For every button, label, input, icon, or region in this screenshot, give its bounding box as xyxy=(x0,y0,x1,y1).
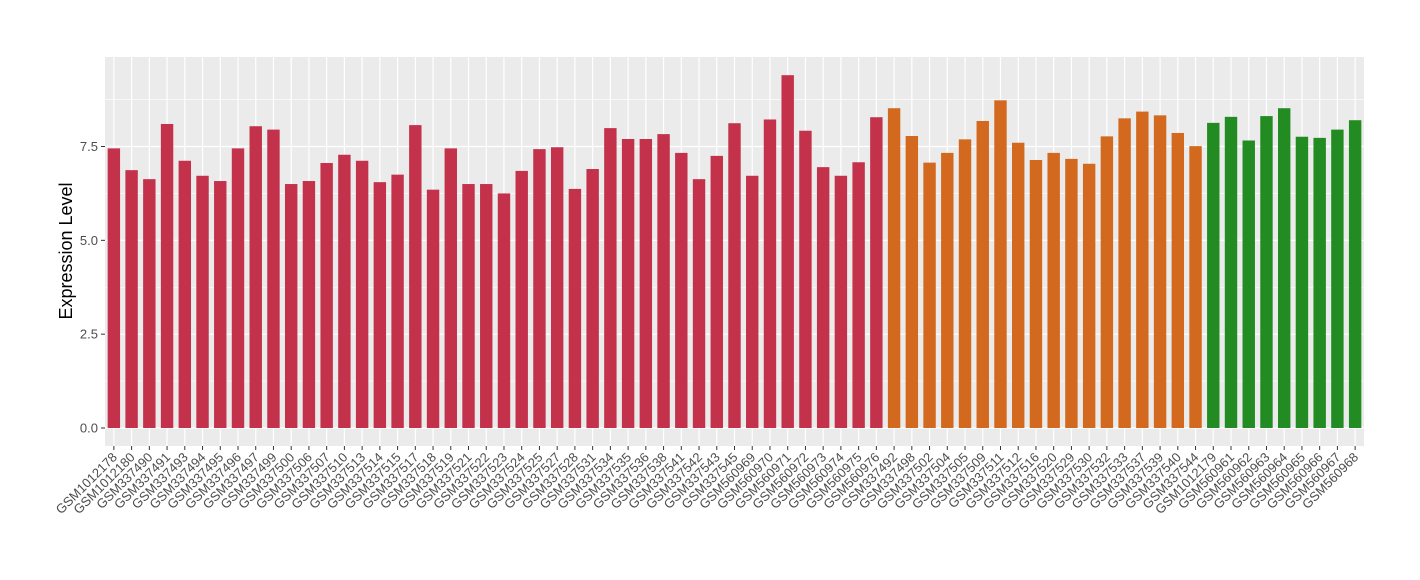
bar xyxy=(994,100,1007,429)
bar xyxy=(746,175,759,428)
bar xyxy=(107,148,121,429)
bar xyxy=(302,181,316,428)
bar xyxy=(586,169,599,428)
bar xyxy=(852,162,865,428)
bar xyxy=(409,125,422,428)
bar xyxy=(444,148,457,429)
bar xyxy=(1224,116,1238,428)
y-tick-label: 5.0 xyxy=(80,233,98,248)
bar xyxy=(1277,108,1291,428)
bar xyxy=(923,162,936,428)
bar xyxy=(799,130,812,428)
bar xyxy=(143,179,156,428)
bar xyxy=(462,184,475,428)
bar xyxy=(214,181,227,428)
bar xyxy=(284,184,298,428)
bar xyxy=(870,117,883,428)
bar xyxy=(1313,137,1326,428)
bar xyxy=(1189,146,1202,428)
bar xyxy=(1065,158,1078,429)
bar xyxy=(1348,120,1362,428)
bar xyxy=(178,160,192,428)
bar xyxy=(1295,136,1309,428)
bar xyxy=(1047,152,1060,428)
y-tick-label: 0.0 xyxy=(80,421,98,436)
bar xyxy=(196,175,209,428)
y-tick-label: 7.5 xyxy=(80,139,98,154)
bar xyxy=(763,119,777,428)
bar xyxy=(621,138,635,428)
bar xyxy=(692,179,706,428)
bar xyxy=(550,147,564,428)
bar xyxy=(816,167,830,429)
bar xyxy=(249,126,262,429)
bar xyxy=(391,174,404,428)
bar xyxy=(568,188,582,428)
bar xyxy=(604,128,617,428)
bar xyxy=(426,189,440,428)
bars xyxy=(107,75,1362,429)
bar xyxy=(1100,136,1114,428)
bar xyxy=(1171,132,1185,428)
bar xyxy=(1082,163,1096,429)
bar xyxy=(710,155,723,428)
bar xyxy=(639,138,653,428)
bar xyxy=(1207,122,1220,428)
bar xyxy=(1012,142,1025,428)
bar xyxy=(1029,160,1043,428)
bar xyxy=(1118,118,1131,428)
bar xyxy=(834,175,848,428)
bar xyxy=(497,193,511,428)
y-axis: 0.0 2.5 5.0 7.5 xyxy=(80,139,105,436)
bar xyxy=(480,184,493,428)
bar xyxy=(338,154,351,429)
bar xyxy=(941,152,954,428)
bar xyxy=(657,134,670,428)
bar xyxy=(1242,140,1255,428)
bar xyxy=(1136,111,1149,429)
y-tick-label: 2.5 xyxy=(80,327,98,342)
bar xyxy=(905,135,919,428)
bar xyxy=(976,120,989,429)
bar xyxy=(1260,116,1273,429)
bar xyxy=(958,139,972,429)
bar xyxy=(781,75,794,428)
bar xyxy=(160,123,174,428)
bar xyxy=(533,149,546,429)
y-axis-title: Expression Level xyxy=(56,182,76,319)
bar xyxy=(675,152,688,428)
bar xyxy=(887,108,901,428)
bar xyxy=(1331,129,1344,429)
bar xyxy=(515,170,528,428)
bar xyxy=(231,148,245,429)
bar xyxy=(355,160,369,428)
bar xyxy=(1153,115,1167,428)
bar xyxy=(267,129,280,429)
x-axis: GSM1012178GSM1012180GSM337490GSM337491GS… xyxy=(53,446,1361,517)
bar xyxy=(125,170,138,428)
bar xyxy=(320,163,333,429)
bar xyxy=(728,123,741,428)
bar xyxy=(373,182,387,428)
